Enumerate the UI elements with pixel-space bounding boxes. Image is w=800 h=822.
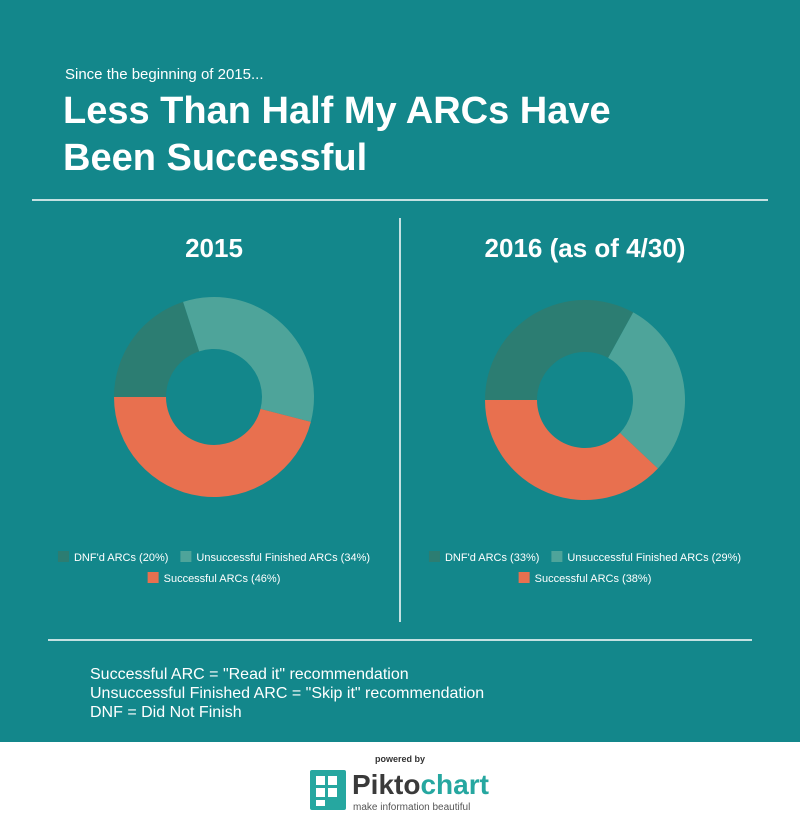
legend-label: Unsuccessful Finished ARCs (29%) <box>567 552 741 564</box>
title-line: Been Successful <box>63 137 367 179</box>
note: Unsuccessful Finished ARC = "Skip it" re… <box>90 685 484 702</box>
donut-slice <box>485 300 634 400</box>
donut-slice <box>114 301 200 397</box>
kicker: Since the beginning of 2015... <box>65 66 264 83</box>
title-line: Less Than Half My ARCs Have <box>63 90 611 132</box>
legend-swatch <box>147 572 159 583</box>
note: Successful ARC = "Read it" recommendatio… <box>90 666 409 683</box>
legend-swatch <box>428 551 440 562</box>
chart-title: 2016 (as of 4/30) <box>485 233 686 263</box>
legend-label: Successful ARCs (38%) <box>535 573 652 585</box>
brand-dark: Pikto <box>352 769 420 800</box>
logo-icon <box>310 770 346 810</box>
donut-slice <box>183 297 314 422</box>
chart-title: 2015 <box>185 233 243 263</box>
legend-swatch <box>57 551 69 562</box>
powered-by: powered by <box>375 754 425 764</box>
legend-label: Successful ARCs (46%) <box>164 573 281 585</box>
legend-label: Unsuccessful Finished ARCs (34%) <box>196 552 370 564</box>
donut-slice <box>608 312 685 469</box>
donut-slice <box>485 400 658 500</box>
footer-background <box>0 742 800 822</box>
legend-label: DNF'd ARCs (33%) <box>445 552 539 564</box>
legend-swatch <box>551 551 563 562</box>
brand: Piktochart <box>352 769 489 800</box>
legend-swatch <box>518 572 530 583</box>
tagline: make information beautiful <box>353 802 470 813</box>
legend-label: DNF'd ARCs (20%) <box>74 552 168 564</box>
donut-slice <box>114 397 311 497</box>
legend-swatch <box>180 551 192 562</box>
note: DNF = Did Not Finish <box>90 704 242 721</box>
brand-light: chart <box>420 769 488 800</box>
